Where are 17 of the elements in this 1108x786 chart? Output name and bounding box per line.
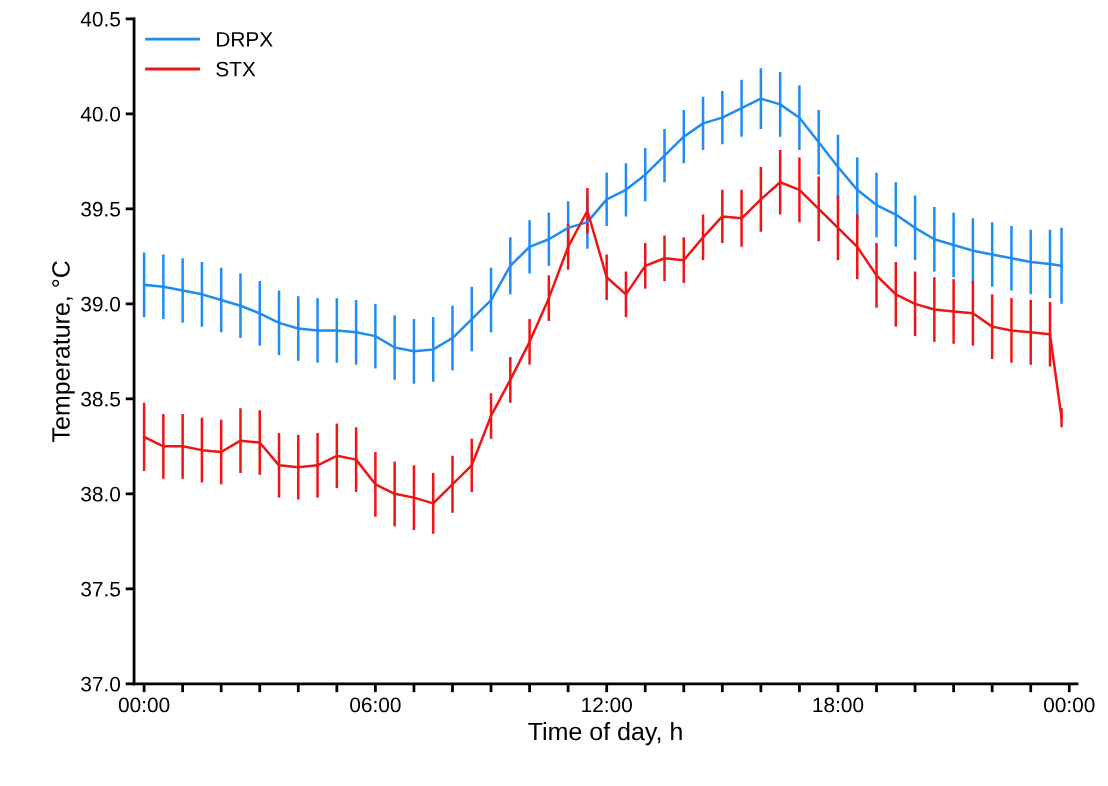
x-axis-title: Time of day, h — [528, 721, 682, 746]
y-tick-label: 39.0 — [81, 296, 121, 312]
x-tick-label: 00:00 — [1044, 697, 1095, 713]
legend-label: STX — [216, 61, 256, 77]
y-tick-label: 39.5 — [81, 201, 120, 217]
y-axis-title: Temperature, °C — [52, 261, 75, 442]
y-tick-label: 38.5 — [81, 391, 120, 407]
y-tick-label: 40.0 — [80, 106, 121, 122]
x-tick-label: 06:00 — [350, 697, 401, 713]
x-tick-label: 18:00 — [813, 697, 864, 713]
y-tick-label: 37.0 — [81, 676, 121, 692]
y-tick-label: 38.0 — [81, 486, 121, 502]
x-tick-label: 00:00 — [118, 697, 170, 713]
x-tick-label: 12:00 — [582, 697, 632, 713]
y-tick-label: 37.5 — [81, 581, 120, 597]
legend-label: DRPX — [217, 32, 273, 47]
y-tick-label: 40.5 — [80, 11, 120, 27]
